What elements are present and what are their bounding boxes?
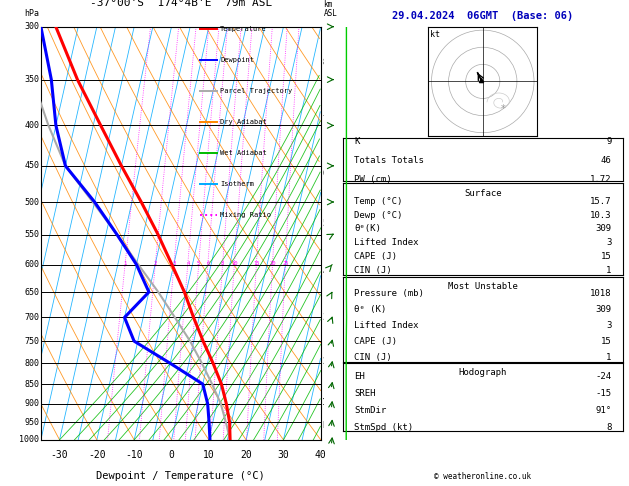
Text: -10: -10: [125, 450, 143, 460]
Text: CIN (J): CIN (J): [354, 353, 392, 362]
Text: 1000: 1000: [19, 435, 40, 444]
Text: 1.72: 1.72: [590, 174, 611, 184]
Text: CIN (J): CIN (J): [354, 266, 392, 275]
Text: 20: 20: [240, 450, 252, 460]
Text: Parcel Trajectory: Parcel Trajectory: [220, 88, 292, 94]
Text: K: K: [354, 138, 359, 146]
Text: Dry Adiabat: Dry Adiabat: [220, 119, 267, 125]
Text: EH: EH: [354, 372, 365, 381]
Text: 3: 3: [606, 238, 611, 247]
Text: 400: 400: [25, 121, 40, 130]
Text: 2: 2: [322, 357, 327, 365]
Text: 750: 750: [25, 337, 40, 346]
Text: θᵉ (K): θᵉ (K): [354, 305, 386, 314]
Text: kt: kt: [430, 30, 440, 39]
Text: Temperature: Temperature: [220, 26, 267, 32]
Text: StmDir: StmDir: [354, 406, 386, 415]
Text: 15: 15: [253, 261, 260, 266]
Text: Dewp (°C): Dewp (°C): [354, 210, 403, 220]
Text: 8: 8: [221, 261, 225, 266]
Text: 91°: 91°: [596, 406, 611, 415]
Text: -15: -15: [596, 389, 611, 398]
Text: 2: 2: [153, 261, 157, 266]
Text: 650: 650: [25, 288, 40, 296]
Text: 7: 7: [322, 115, 327, 124]
Text: 29.04.2024  06GMT  (Base: 06): 29.04.2024 06GMT (Base: 06): [392, 11, 574, 21]
Text: 15: 15: [601, 337, 611, 346]
Text: -24: -24: [596, 372, 611, 381]
Text: 1: 1: [606, 266, 611, 275]
Text: 3: 3: [172, 261, 175, 266]
Text: 5: 5: [197, 261, 201, 266]
Text: 6: 6: [322, 169, 327, 178]
Text: Pressure (mb): Pressure (mb): [354, 289, 424, 298]
Text: 1: 1: [123, 261, 127, 266]
Text: Surface: Surface: [464, 189, 501, 198]
Text: 3: 3: [322, 313, 327, 322]
Text: hPa: hPa: [25, 9, 40, 18]
Text: 6: 6: [206, 261, 209, 266]
Text: 30: 30: [277, 450, 289, 460]
Text: 800: 800: [25, 359, 40, 368]
Text: 20: 20: [269, 261, 276, 266]
Text: 850: 850: [25, 380, 40, 389]
Text: SREH: SREH: [354, 389, 376, 398]
Text: km
ASL: km ASL: [323, 0, 338, 18]
Text: *: *: [501, 104, 506, 114]
Text: Isotherm: Isotherm: [220, 181, 254, 187]
Text: 15.7: 15.7: [590, 197, 611, 206]
Text: Most Unstable: Most Unstable: [448, 282, 518, 292]
Text: 550: 550: [25, 230, 40, 239]
Text: 0: 0: [169, 450, 174, 460]
Text: Lifted Index: Lifted Index: [354, 238, 418, 247]
Text: 300: 300: [25, 22, 40, 31]
Text: 700: 700: [25, 313, 40, 322]
Text: Totals Totals: Totals Totals: [354, 156, 424, 165]
Text: -30: -30: [51, 450, 69, 460]
Text: Dewpoint: Dewpoint: [220, 57, 254, 63]
Text: 40: 40: [315, 450, 326, 460]
Text: Temp (°C): Temp (°C): [354, 197, 403, 206]
Text: Lifted Index: Lifted Index: [354, 321, 418, 330]
Text: 900: 900: [25, 399, 40, 408]
Text: 500: 500: [25, 197, 40, 207]
Text: 4: 4: [186, 261, 189, 266]
Text: 309: 309: [596, 305, 611, 314]
Text: StmSpd (kt): StmSpd (kt): [354, 423, 413, 432]
Text: 15: 15: [601, 252, 611, 261]
Text: 8: 8: [322, 58, 327, 67]
Text: 950: 950: [25, 418, 40, 427]
Text: CAPE (J): CAPE (J): [354, 252, 397, 261]
Text: Mixing Ratio: Mixing Ratio: [220, 212, 271, 218]
Text: 600: 600: [25, 260, 40, 269]
Text: 1018: 1018: [590, 289, 611, 298]
Text: 309: 309: [596, 225, 611, 233]
Text: Hodograph: Hodograph: [459, 368, 507, 377]
Text: LCL: LCL: [322, 420, 336, 430]
Text: 5: 5: [322, 220, 327, 228]
Text: Wet Adiabat: Wet Adiabat: [220, 150, 267, 156]
Text: θᵉ(K): θᵉ(K): [354, 225, 381, 233]
Text: 10: 10: [231, 261, 238, 266]
Text: 3: 3: [606, 321, 611, 330]
Text: 9: 9: [606, 138, 611, 146]
Text: 350: 350: [25, 75, 40, 84]
Text: Dewpoint / Temperature (°C): Dewpoint / Temperature (°C): [96, 471, 265, 481]
Text: 46: 46: [601, 156, 611, 165]
Text: -20: -20: [88, 450, 106, 460]
Text: PW (cm): PW (cm): [354, 174, 392, 184]
Text: -37°00'S  174°4B'E  79m ASL: -37°00'S 174°4B'E 79m ASL: [90, 0, 272, 8]
Text: 1: 1: [606, 353, 611, 362]
Text: CAPE (J): CAPE (J): [354, 337, 397, 346]
Text: © weatheronline.co.uk: © weatheronline.co.uk: [434, 472, 532, 481]
Text: 450: 450: [25, 161, 40, 171]
Text: 1: 1: [322, 399, 327, 407]
Text: 8: 8: [606, 423, 611, 432]
Text: 10: 10: [203, 450, 214, 460]
Text: 10.3: 10.3: [590, 210, 611, 220]
Text: 4: 4: [322, 267, 327, 277]
Text: 25: 25: [282, 261, 289, 266]
